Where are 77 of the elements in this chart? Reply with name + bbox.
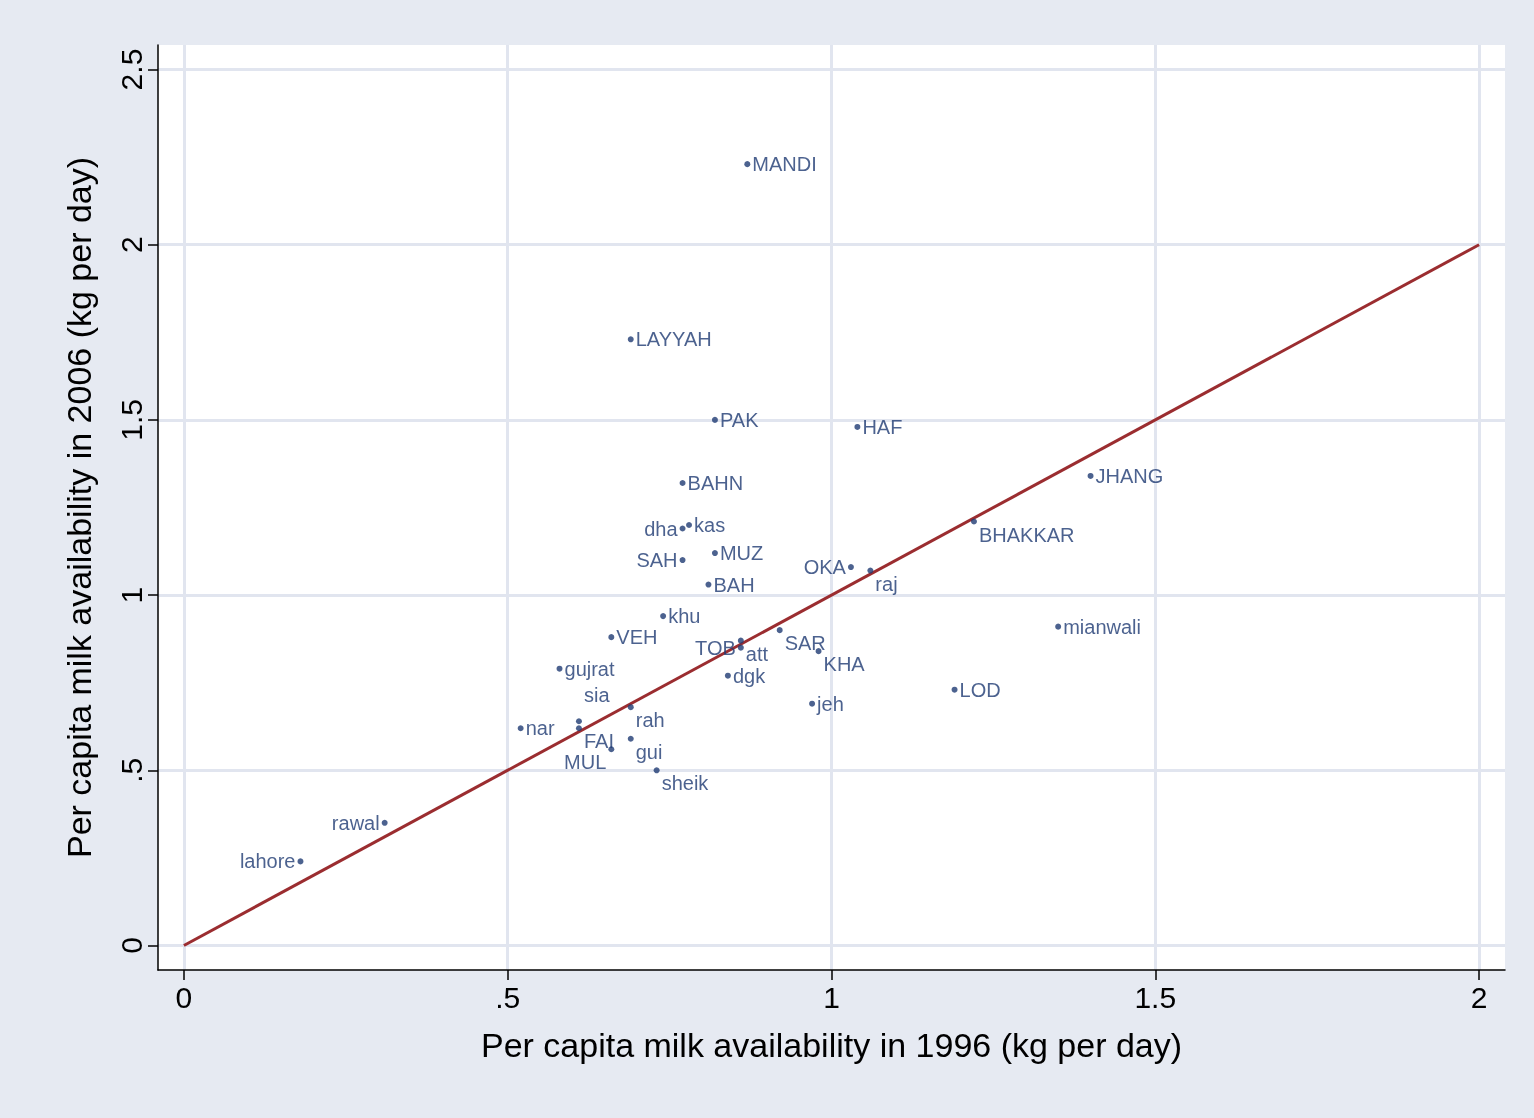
annotation: gui — [635, 740, 663, 763]
annotation: VEH — [616, 626, 658, 649]
annotation: FAI — [583, 730, 614, 753]
point — [737, 644, 744, 651]
point — [297, 858, 304, 865]
point — [679, 525, 686, 532]
annotation: JHANG — [1095, 464, 1164, 487]
point — [608, 634, 615, 641]
annotation: sia — [583, 684, 611, 707]
point — [1055, 623, 1062, 630]
point — [575, 725, 582, 732]
annotation: BAH — [713, 573, 755, 596]
y-tick-label: 2 — [114, 236, 148, 254]
annotation: MANDI — [752, 153, 817, 176]
point — [679, 479, 686, 486]
annotation: BAHN — [687, 471, 744, 494]
point — [627, 735, 634, 742]
annotation: rah — [635, 709, 665, 732]
annotation: lahore — [239, 850, 296, 873]
annotation: dgk — [732, 664, 767, 687]
annotation: LOD — [959, 678, 1001, 701]
point — [679, 557, 686, 564]
annotation: OKA — [803, 556, 847, 579]
point — [847, 564, 854, 571]
annotation: mianwali — [1063, 615, 1141, 638]
point — [627, 704, 634, 711]
x-tick-label: 0 — [175, 980, 193, 1014]
annotation: nar — [525, 717, 555, 740]
point — [970, 518, 977, 525]
x-tick-label: 1 — [823, 980, 840, 1014]
y-tick-label: .5 — [114, 757, 148, 783]
point — [724, 672, 731, 679]
annotation: jeh — [816, 692, 844, 715]
annotation: rawal — [331, 811, 380, 834]
point — [711, 416, 718, 423]
point — [653, 767, 660, 774]
y-axis-title: Per capita milk availability in 2006 (kg per day) — [60, 156, 98, 859]
x-tick-label: 1.5 — [1134, 980, 1177, 1014]
annotation: raj — [875, 572, 898, 595]
annotation: sheik — [661, 772, 710, 795]
annotation: PAK — [719, 408, 760, 431]
point — [1087, 472, 1094, 479]
point — [705, 581, 712, 588]
point — [517, 725, 524, 732]
annotation: khu — [668, 605, 701, 628]
point — [737, 637, 744, 644]
point — [686, 522, 693, 529]
annotation: MUL — [564, 751, 607, 774]
y-tick-label: 2.5 — [114, 48, 148, 91]
point — [627, 336, 634, 343]
x-tick-label: 2 — [1470, 980, 1488, 1014]
y-tick-label: 1.5 — [114, 399, 148, 441]
y-tick-label: 1 — [114, 586, 148, 604]
x-tick-label: .5 — [495, 980, 521, 1014]
annotation: BHAKKAR — [978, 523, 1075, 546]
point — [660, 613, 667, 620]
point — [776, 627, 783, 634]
annotation: LAYYAH — [635, 328, 712, 351]
point — [381, 819, 388, 826]
point — [744, 161, 751, 168]
annotation: dha — [644, 517, 679, 540]
annotation: SAH — [636, 549, 678, 572]
annotation: gujrat — [564, 657, 615, 680]
annotation: kas — [694, 514, 726, 537]
point — [854, 423, 861, 430]
point — [575, 718, 582, 725]
x-axis-title: Per capita milk availability in 1996 (kg per day) — [480, 1026, 1183, 1064]
annotation: TOB — [695, 636, 736, 659]
point — [711, 550, 718, 557]
y-tick-label: 0 — [114, 937, 148, 954]
annotation: HAF — [862, 415, 903, 438]
annotation: MUZ — [719, 542, 764, 565]
point — [809, 700, 816, 707]
annotation: SAR — [784, 632, 826, 655]
point — [867, 567, 874, 574]
annotation: att — [745, 642, 769, 665]
annotation: KHA — [823, 653, 866, 676]
